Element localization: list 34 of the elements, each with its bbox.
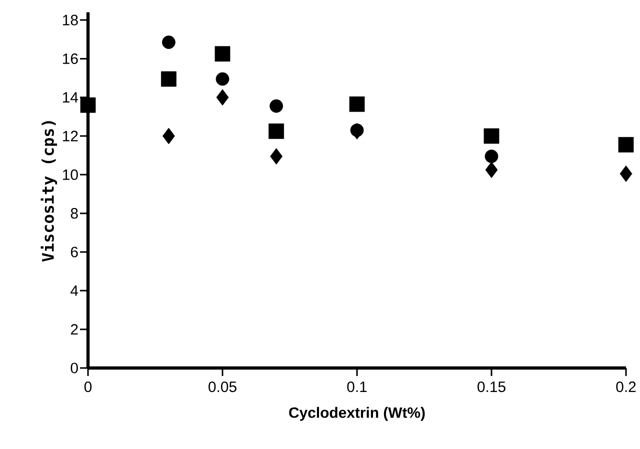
point — [216, 89, 229, 106]
y-tick-label: 2 — [70, 324, 78, 335]
point — [618, 137, 634, 152]
x-tick-label: 0 — [84, 382, 92, 392]
point — [270, 148, 283, 165]
point — [162, 128, 175, 144]
point — [620, 166, 632, 182]
x-tick-label: 0.1 — [347, 382, 367, 392]
x-tick-label: 0.15 — [478, 382, 506, 392]
y-axis-title: Viscosity (cps) — [40, 121, 58, 262]
point — [349, 96, 365, 112]
point — [214, 46, 230, 62]
y-tick-label: 0 — [70, 362, 78, 374]
point — [485, 162, 498, 178]
point — [270, 99, 284, 113]
y-tick-label: 16 — [63, 53, 78, 64]
point — [484, 150, 498, 164]
point — [80, 97, 96, 113]
point — [350, 122, 364, 140]
y-tick-label: 12 — [63, 130, 78, 142]
point — [484, 128, 500, 144]
point — [216, 72, 230, 86]
y-tick-label: 6 — [70, 246, 78, 258]
y-tick-label: 18 — [63, 14, 78, 26]
x-tick-label: 0.2 — [616, 382, 636, 392]
point — [268, 123, 284, 139]
y-tick-label: 14 — [63, 92, 78, 103]
y-tick-label: 4 — [70, 286, 78, 296]
point — [161, 71, 176, 87]
x-axis-title: Cyclodextrin (Wt%) — [289, 406, 425, 421]
point — [162, 36, 176, 49]
y-tick-label: 10 — [63, 169, 78, 180]
y-tick-label: 8 — [70, 208, 78, 219]
x-tick-label: 0.05 — [208, 382, 236, 392]
